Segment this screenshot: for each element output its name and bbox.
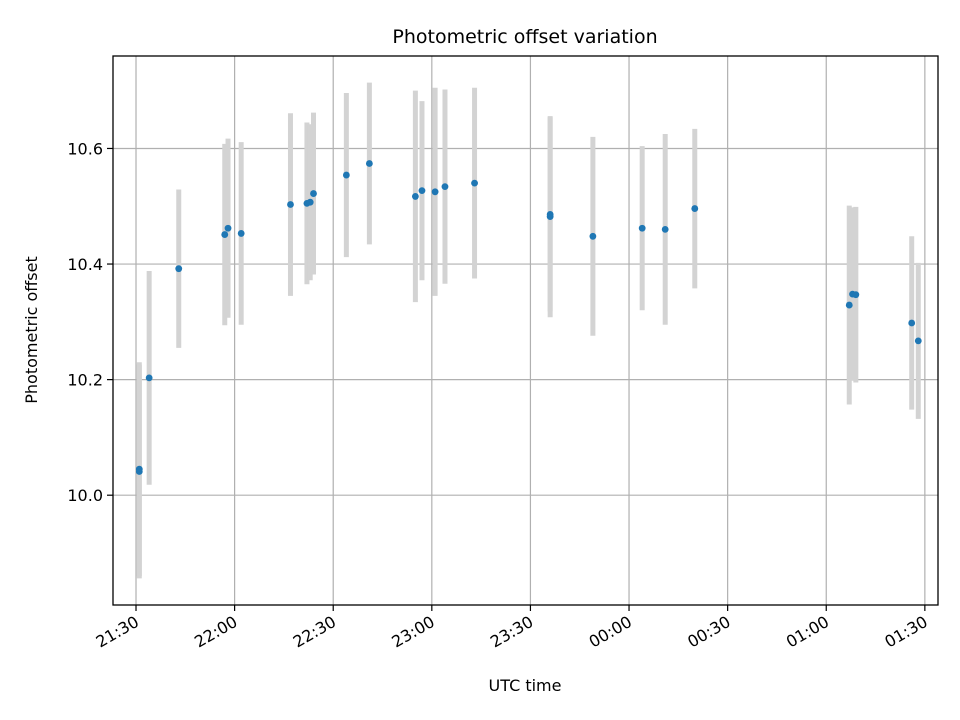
x-tick-label: 21:30 [93,612,142,652]
x-tick-label: 01:30 [881,612,930,652]
data-point [175,265,183,273]
data-point [145,374,153,382]
data-point [661,225,669,233]
y-tick-label: 10.2 [67,371,103,390]
x-tick-label: 23:30 [487,612,536,652]
y-tick-label: 10.4 [67,255,103,274]
data-point [418,187,426,195]
data-point [310,190,317,197]
data-point [845,301,853,309]
data-point [471,179,478,187]
data-point [342,171,350,179]
data-point [691,205,699,212]
data-point [431,188,439,196]
data-point [441,183,449,191]
data-point [546,210,554,218]
y-tick-label: 10.0 [67,486,103,505]
grid-layer [113,56,938,605]
data-point [589,232,597,240]
data-point [852,291,860,299]
x-tick-label: 22:30 [290,612,339,652]
x-tick-label: 00:30 [684,612,733,652]
plot-frame [112,55,939,606]
data-point [237,230,245,237]
data-point [306,198,314,206]
points-layer [135,160,922,475]
errorbar-layer [136,82,921,579]
data-point [908,319,916,327]
x-tick-label: 00:00 [586,612,635,652]
data-point [365,160,373,167]
x-tick-label: 22:00 [191,612,240,652]
data-point [224,224,232,232]
x-axis-label: UTC time [489,676,562,695]
data-point [411,193,419,200]
data-point [287,201,294,208]
data-point [638,224,646,232]
y-axis-label: Photometric offset [22,256,41,404]
data-point [135,468,143,475]
x-tick-label: 01:00 [783,612,832,652]
x-tick-label: 23:00 [388,612,437,652]
y-tick-label: 10.6 [67,139,103,158]
tick-layer: 21:30 22:00 22:30 23:00 23:30 00:00 00:30 01:00… [67,139,930,651]
chart-title: Photometric offset variation [392,26,657,48]
data-point [914,337,922,345]
data-point [221,231,229,238]
